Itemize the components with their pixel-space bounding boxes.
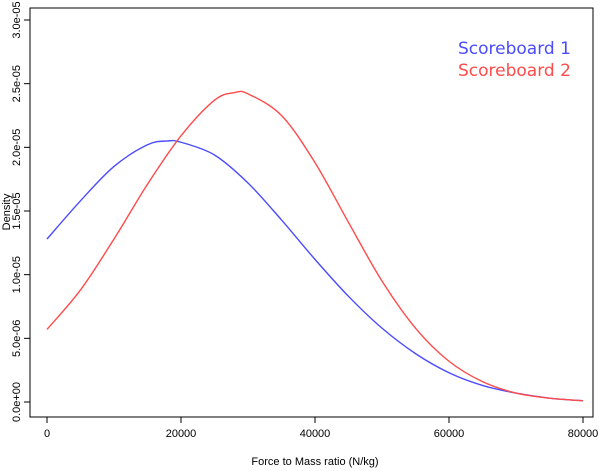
legend-entry-1: Scoreboard 1	[458, 39, 571, 59]
x-tick-label: 0	[44, 428, 50, 440]
legend-entry-2: Scoreboard 2	[458, 61, 571, 81]
plot-area	[46, 90, 584, 402]
x-axis-title: Force to Mass ratio (N/kg)	[251, 456, 378, 468]
plot-frame	[29, 7, 594, 418]
y-tick-label: 2.5e-05	[11, 65, 23, 102]
x-tick-label: 40000	[300, 428, 331, 440]
y-tick-label: 5.0e-06	[11, 320, 23, 357]
x-tick-label: 80000	[568, 428, 599, 440]
y-tick-label: 0.0e+00	[11, 382, 23, 422]
x-tick-label: 60000	[434, 428, 465, 440]
y-axis-title: Density	[1, 193, 13, 230]
x-axis: 0 20000 40000 60000 80000	[44, 416, 599, 440]
series-line-1	[46, 139, 584, 402]
y-tick-label: 1.5e-05	[11, 192, 23, 229]
y-tick-label: 3.0e-05	[11, 1, 23, 38]
x-tick-label: 20000	[166, 428, 197, 440]
y-tick-label: 2.0e-05	[11, 129, 23, 166]
y-axis: 0.0e+00 5.0e-06 1.0e-05 1.5e-05 2.0e-05 2.5e-…	[11, 1, 31, 422]
series-line-2	[46, 90, 584, 402]
y-tick-label: 1.0e-05	[11, 256, 23, 293]
